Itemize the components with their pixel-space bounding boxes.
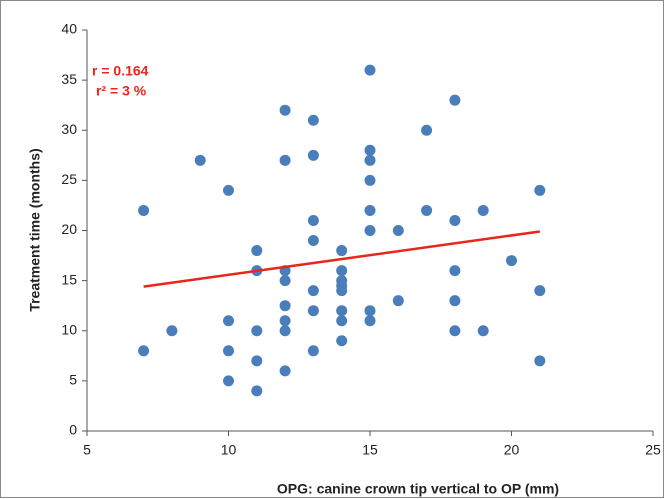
point [194,154,206,166]
point [336,335,348,347]
point [279,365,291,377]
point [364,204,376,216]
point [138,204,150,216]
point [364,315,376,327]
y-tick-label: 35 [61,71,77,87]
point [251,355,263,367]
point [138,345,150,357]
point [251,245,263,257]
point [364,144,376,156]
point [392,295,404,307]
y-tick-label: 15 [61,271,77,287]
point [279,315,291,327]
x-tick-label: 15 [362,442,378,458]
point [336,245,348,257]
x-axis-title: OPG: canine crown tip vertical to OP (mm… [277,481,559,497]
point [449,295,461,307]
point [307,214,319,226]
point [449,265,461,277]
point [223,375,234,387]
point [506,255,517,267]
x-tick-label: 20 [504,442,520,458]
point [307,305,319,317]
point [223,184,234,196]
point [279,104,291,116]
point [279,154,291,166]
point [477,325,489,337]
point [364,305,376,317]
point [307,114,319,126]
point [477,204,489,216]
point [534,184,546,196]
point [364,64,376,76]
point [336,305,348,317]
point [279,300,291,312]
point [307,149,319,161]
trend-line [143,230,540,288]
point [336,265,348,277]
point [449,94,461,106]
point [307,345,319,357]
y-tick-label: 25 [61,171,77,187]
point [223,345,234,357]
point [364,225,376,236]
point [364,174,376,186]
y-tick-label: 0 [69,422,77,438]
point [449,325,461,337]
point [251,325,263,337]
x-tick-label: 10 [221,442,237,458]
point [166,325,178,337]
point [449,214,461,226]
point [421,204,433,216]
point [279,275,291,287]
point [392,225,404,236]
point [336,315,348,327]
y-tick-label: 10 [61,321,77,337]
point [534,355,546,367]
point [534,285,546,297]
point [364,154,376,166]
y-tick-label: 5 [69,372,77,388]
y-tick-label: 20 [61,221,77,237]
point [251,385,263,397]
point [307,285,319,297]
x-tick-label: 5 [83,442,91,458]
point [336,285,348,297]
point [279,325,291,337]
y-axis-title: Treatment time (months) [27,148,43,311]
point [307,235,319,247]
annotation: r² = 3 % [96,83,147,99]
point [421,124,433,136]
annotation: r = 0.164 [92,63,149,79]
x-tick-label: 25 [645,442,661,458]
y-tick-label: 40 [61,21,77,37]
y-tick-label: 30 [61,121,77,137]
point [223,315,234,327]
